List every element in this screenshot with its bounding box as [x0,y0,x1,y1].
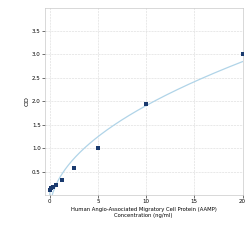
X-axis label: Human Angio-Associated Migratory Cell Protein (AAMP)
Concentration (ng/ml): Human Angio-Associated Migratory Cell Pr… [71,207,217,218]
Point [72,166,76,170]
Point [240,52,244,56]
Point [54,183,58,187]
Point [144,102,148,105]
Point [48,188,52,192]
Point [49,186,53,190]
Point [51,184,55,188]
Point [96,146,100,150]
Point [60,178,64,182]
Y-axis label: OD: OD [24,96,29,106]
